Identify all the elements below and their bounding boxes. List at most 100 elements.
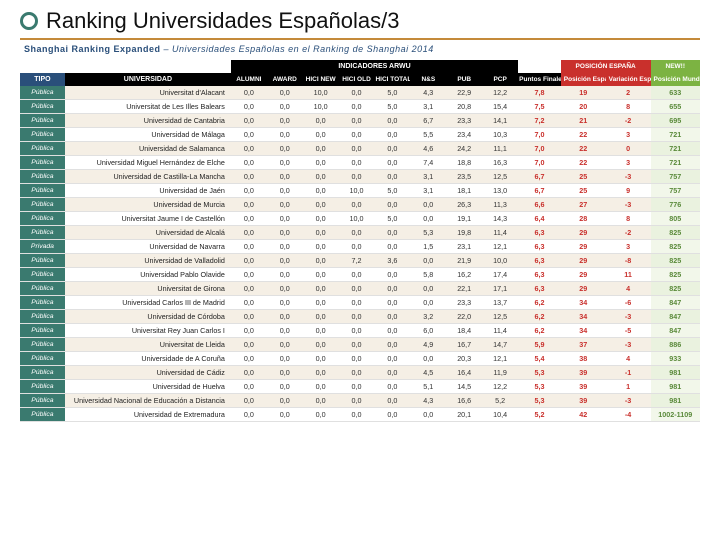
hdr-tipo: TIPO	[20, 73, 65, 86]
cell-indicator: 0,0	[303, 198, 339, 212]
subtitle-lead: Shanghai Ranking Expanded	[24, 44, 161, 54]
cell-indicator: 0,0	[339, 128, 375, 142]
cell-indicator: 17,1	[482, 282, 518, 296]
cell-indicator: 0,0	[267, 380, 303, 394]
cell-indicator: 12,5	[482, 170, 518, 184]
cell-indicator: 0,0	[339, 268, 375, 282]
cell-var-es: 1	[606, 380, 651, 394]
cell-var-es: -3	[606, 198, 651, 212]
cell-indicator: 0,0	[374, 366, 410, 380]
cell-indicator: 5,0	[374, 212, 410, 226]
cell-indicator: 18,1	[446, 184, 482, 198]
cell-indicator: 0,0	[339, 338, 375, 352]
cell-indicator: 0,0	[231, 268, 267, 282]
cell-indicator: 0,0	[231, 394, 267, 408]
cell-indicator: 3,2	[410, 310, 446, 324]
cell-indicator: 0,0	[303, 394, 339, 408]
cell-pos-mundial: 825	[651, 240, 700, 254]
cell-indicator: 0,0	[339, 296, 375, 310]
cell-tipo: Pública	[20, 282, 65, 296]
cell-indicator: 0,0	[339, 310, 375, 324]
cell-indicator: 3,1	[410, 100, 446, 114]
table-row: PúblicaUniversitat d'Alacant0,00,010,00,…	[20, 86, 700, 100]
cell-var-es: 11	[606, 268, 651, 282]
cell-pos-es: 38	[561, 352, 606, 366]
cell-indicator: 0,0	[303, 184, 339, 198]
cell-indicator: 23,3	[446, 296, 482, 310]
cell-indicator: 6,0	[410, 324, 446, 338]
cell-indicator: 4,9	[410, 338, 446, 352]
cell-indicator: 0,0	[303, 324, 339, 338]
cell-tipo: Pública	[20, 226, 65, 240]
cell-puntos: 7,8	[518, 86, 561, 100]
cell-puntos: 6,3	[518, 268, 561, 282]
cell-pos-es: 42	[561, 408, 606, 422]
table-row: PúblicaUniversidad de Valladolid0,00,00,…	[20, 254, 700, 268]
cell-puntos: 6,2	[518, 324, 561, 338]
cell-indicator: 0,0	[374, 240, 410, 254]
cell-indicator: 1,5	[410, 240, 446, 254]
cell-pos-mundial: 847	[651, 296, 700, 310]
hdr-hici-old: HICI OLD	[339, 73, 375, 86]
cell-puntos: 7,5	[518, 100, 561, 114]
cell-indicator: 0,0	[303, 352, 339, 366]
hdr-ns: N&S	[410, 73, 446, 86]
cell-indicator: 0,0	[231, 128, 267, 142]
cell-indicator: 0,0	[267, 240, 303, 254]
cell-var-es: 8	[606, 212, 651, 226]
cell-indicator: 0,0	[303, 310, 339, 324]
cell-indicator: 10,0	[339, 184, 375, 198]
cell-indicator: 18,4	[446, 324, 482, 338]
cell-indicator: 13,0	[482, 184, 518, 198]
cell-indicator: 0,0	[339, 170, 375, 184]
cell-puntos: 6,4	[518, 212, 561, 226]
cell-indicator: 0,0	[410, 282, 446, 296]
cell-puntos: 6,2	[518, 310, 561, 324]
cell-indicator: 0,0	[303, 282, 339, 296]
cell-indicator: 0,0	[410, 198, 446, 212]
cell-tipo: Pública	[20, 114, 65, 128]
cell-pos-mundial: 757	[651, 184, 700, 198]
cell-indicator: 17,4	[482, 268, 518, 282]
cell-universidad: Universitat Jaume I de Castellón	[65, 212, 231, 226]
cell-indicator: 0,0	[339, 114, 375, 128]
cell-var-es: -6	[606, 296, 651, 310]
cell-indicator: 11,4	[482, 324, 518, 338]
cell-indicator: 0,0	[267, 100, 303, 114]
cell-var-es: -3	[606, 170, 651, 184]
cell-indicator: 0,0	[231, 296, 267, 310]
cell-indicator: 7,2	[339, 254, 375, 268]
cell-indicator: 0,0	[410, 212, 446, 226]
table-row: PúblicaUniversitat de Les Illes Balears0…	[20, 100, 700, 114]
cell-pos-es: 39	[561, 380, 606, 394]
cell-pos-es: 34	[561, 310, 606, 324]
cell-indicator: 0,0	[374, 226, 410, 240]
cell-indicator: 0,0	[303, 268, 339, 282]
cell-universidad: Universidad de Córdoba	[65, 310, 231, 324]
cell-pos-es: 29	[561, 282, 606, 296]
cell-indicator: 3,1	[410, 170, 446, 184]
cell-indicator: 5,8	[410, 268, 446, 282]
cell-indicator: 12,1	[482, 352, 518, 366]
hdr-alumni: ALUMNI	[231, 73, 267, 86]
cell-var-es: 9	[606, 184, 651, 198]
cell-indicator: 0,0	[339, 226, 375, 240]
cell-puntos: 5,3	[518, 380, 561, 394]
cell-pos-mundial: 695	[651, 114, 700, 128]
cell-indicator: 0,0	[374, 142, 410, 156]
cell-indicator: 22,9	[446, 86, 482, 100]
cell-indicator: 19,1	[446, 212, 482, 226]
hdr-group-indicadores: INDICADORES ARWU	[231, 60, 518, 73]
cell-universidad: Universidad de Jaén	[65, 184, 231, 198]
cell-puntos: 5,2	[518, 408, 561, 422]
cell-indicator: 20,3	[446, 352, 482, 366]
ranking-table: INDICADORES ARWU POSICIÓN ESPAÑA NEW!! T…	[20, 60, 700, 422]
cell-indicator: 0,0	[267, 226, 303, 240]
cell-indicator: 0,0	[231, 324, 267, 338]
cell-tipo: Pública	[20, 128, 65, 142]
cell-indicator: 0,0	[231, 142, 267, 156]
hdr-pub: PUB	[446, 73, 482, 86]
cell-indicator: 0,0	[231, 156, 267, 170]
cell-var-es: 4	[606, 282, 651, 296]
cell-indicator: 0,0	[267, 324, 303, 338]
